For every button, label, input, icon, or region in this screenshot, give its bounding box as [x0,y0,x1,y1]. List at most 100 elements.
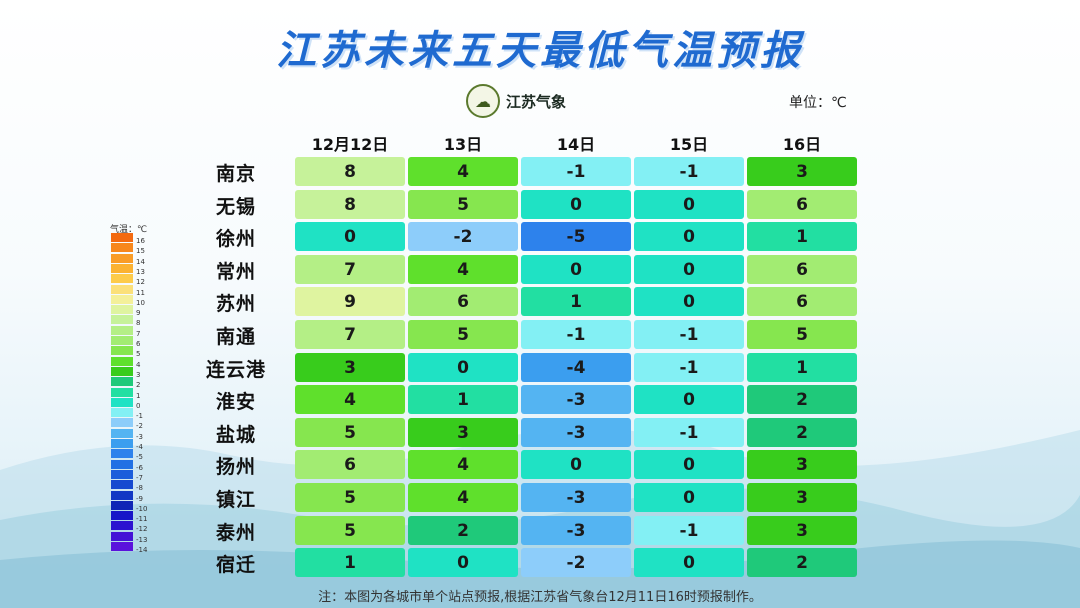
temp-cell: 6 [747,190,857,219]
legend-swatch [111,480,133,489]
temp-cell: 0 [634,255,744,284]
footnote: 注：本图为各城市单个站点预报,根据江苏省气象台12月11日16时预报制作。 [318,590,762,605]
legend-label: -1 [136,412,143,420]
temp-cell: 2 [747,418,857,447]
legend-label: 5 [136,350,141,358]
legend-swatch [111,418,133,427]
city-label: 泰州 [215,522,256,544]
legend-label: 1 [136,392,141,400]
temp-cell: -1 [634,516,744,545]
city-label: 常州 [215,261,256,283]
temp-cell: -3 [521,418,631,447]
legend-swatch [111,305,133,314]
day-header: 12月12日 [311,135,389,154]
legend-swatch [111,470,133,479]
temp-cell: 1 [747,353,857,382]
temp-cell: 3 [408,418,518,447]
temp-cell: 3 [747,483,857,512]
temp-cell: 4 [408,450,518,479]
temp-cell: 8 [295,190,405,219]
legend-swatch [111,398,133,407]
legend-title: 气温：℃ [110,225,148,235]
temp-cell: 7 [295,255,405,284]
legend-label: -7 [136,474,143,482]
legend-swatch [111,429,133,438]
city-label: 镇江 [215,489,256,511]
temp-cell: -1 [521,157,631,186]
legend-swatch [111,521,133,530]
legend-swatch [111,439,133,448]
temp-cell: 0 [634,190,744,219]
temp-cell: 5 [408,190,518,219]
legend-swatch [111,274,133,283]
legend-label: -9 [136,495,143,503]
temp-cell: 0 [634,222,744,251]
temp-cell: 5 [295,418,405,447]
logo-text: 江苏气象 [506,92,567,111]
temp-cell: 5 [408,320,518,349]
temp-cell: -1 [521,320,631,349]
legend-label: -8 [136,484,143,492]
temp-cell: 0 [408,353,518,382]
legend-swatch [111,285,133,294]
temp-cell: 0 [408,548,518,577]
legend-label: -3 [136,433,143,441]
temp-cell: 6 [747,255,857,284]
temp-cell: 4 [408,483,518,512]
legend-label: -4 [136,443,143,451]
temp-cell: 2 [747,548,857,577]
city-label: 盐城 [215,424,256,446]
legend-label: 11 [136,289,145,297]
legend-label: 9 [136,309,141,317]
temp-cell: -3 [521,516,631,545]
temp-cell: 0 [521,255,631,284]
weather-bureau-emblem-icon: ☁ [466,84,500,118]
city-label: 徐州 [215,228,256,250]
legend-swatch [111,336,133,345]
city-label: 南京 [215,163,256,185]
temp-cell: -1 [634,320,744,349]
temp-cell: 1 [521,287,631,316]
temp-cell: -3 [521,483,631,512]
legend-swatch [111,295,133,304]
temp-cell: -2 [521,548,631,577]
temp-cell: 0 [521,190,631,219]
page-title: 江苏未来五天最低气温预报 [276,28,804,74]
city-label: 苏州 [215,293,256,315]
temp-cell: 1 [408,385,518,414]
day-header: 15日 [669,135,709,154]
temp-cell: 3 [747,516,857,545]
legend-swatch [111,532,133,541]
city-label: 淮安 [215,391,256,413]
legend-label: 14 [136,258,145,266]
temp-cell: 3 [295,353,405,382]
legend-swatch [111,491,133,500]
legend-label: -6 [136,464,143,472]
temp-cell: 6 [408,287,518,316]
temp-cell: -1 [634,157,744,186]
temp-cell: 3 [747,450,857,479]
temp-cell: 1 [747,222,857,251]
legend-label: 16 [136,237,145,245]
temp-cell: 1 [295,548,405,577]
day-header: 16日 [782,135,822,154]
legend-label: 10 [136,299,145,307]
temp-cell: -1 [634,353,744,382]
temp-cell: 4 [408,157,518,186]
city-label: 连云港 [205,359,266,381]
temp-cell: -5 [521,222,631,251]
city-label: 无锡 [215,196,256,218]
legend-label: 2 [136,381,141,389]
legend-label: -10 [136,505,148,513]
temp-cell: 4 [408,255,518,284]
legend-swatch [111,326,133,335]
temp-cell: 5 [295,516,405,545]
temp-cell: 9 [295,287,405,316]
legend-label: 7 [136,330,141,338]
temp-cell: -3 [521,385,631,414]
temp-cell: -1 [634,418,744,447]
legend-swatch [111,254,133,263]
temp-cell: 6 [747,287,857,316]
city-label: 扬州 [215,456,256,478]
temp-cell: 2 [408,516,518,545]
